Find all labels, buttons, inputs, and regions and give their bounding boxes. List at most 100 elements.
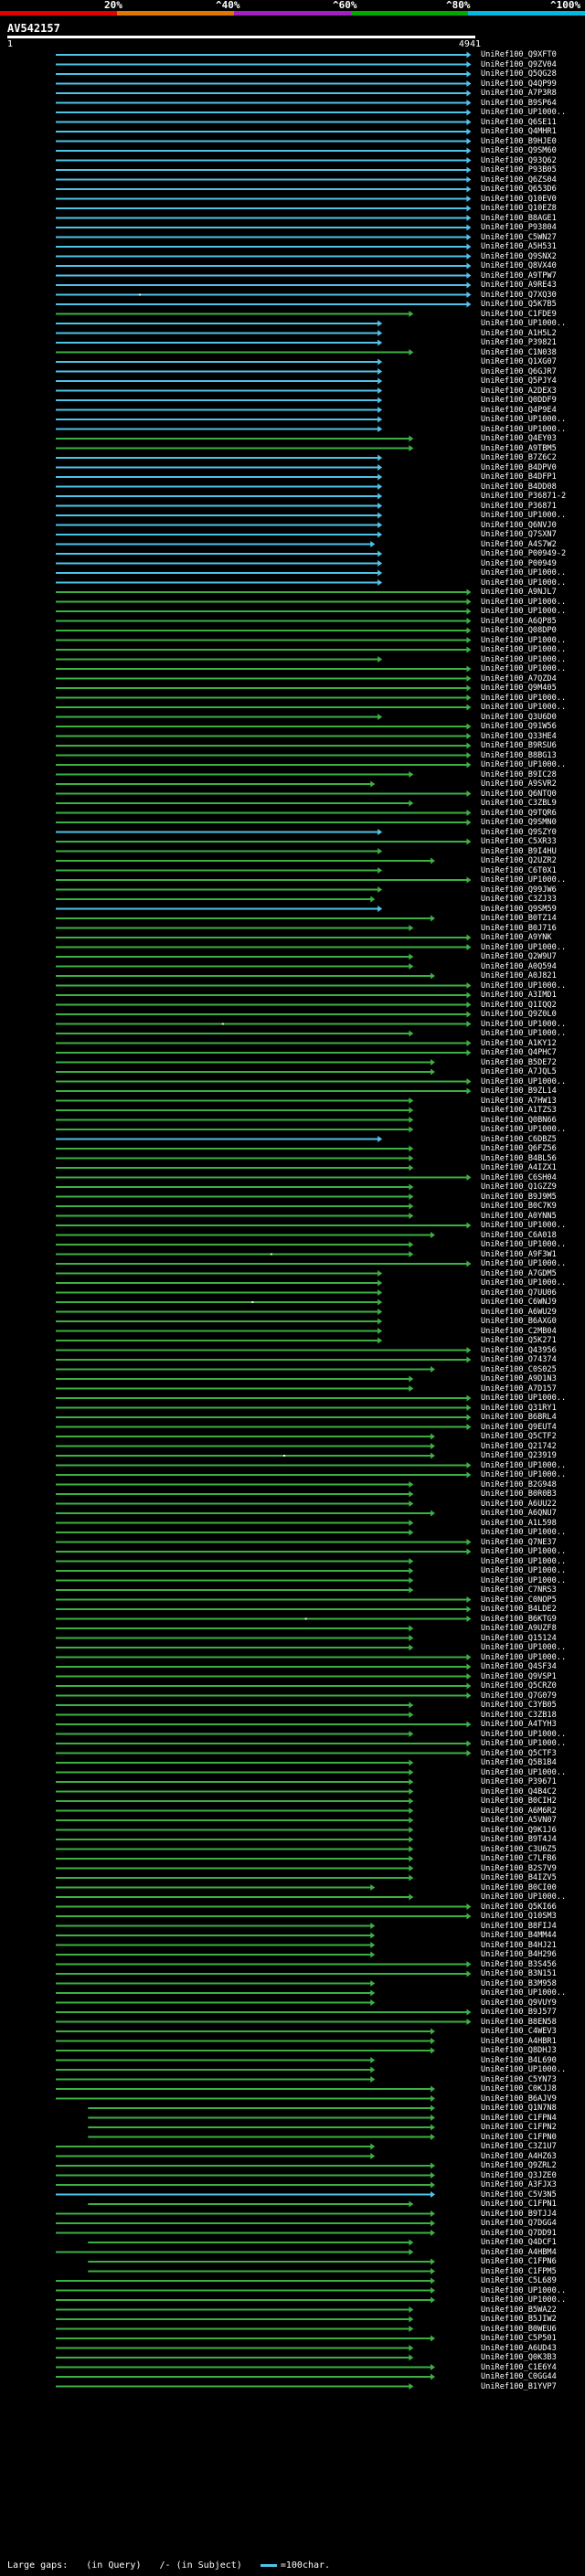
hit-label[interactable]: UniRef100_C0GG44 xyxy=(481,2372,557,2381)
hit-label[interactable]: UniRef100_Q99JW6 xyxy=(481,885,557,895)
hit-label[interactable]: UniRef100_UP1000.. xyxy=(481,1767,567,1777)
hit-label[interactable]: UniRef100_A1TZS3 xyxy=(481,1106,557,1115)
hit-label[interactable]: UniRef100_C1N038 xyxy=(481,347,557,357)
hit-label[interactable]: UniRef100_UP1000.. xyxy=(481,1547,567,1556)
hit-label[interactable]: UniRef100_Q1N7N8 xyxy=(481,2104,557,2113)
hit-label[interactable]: UniRef100_Q93Q62 xyxy=(481,155,557,165)
hit-label[interactable]: UniRef100_Q31RY1 xyxy=(481,1403,557,1413)
hit-label[interactable]: UniRef100_Q9M405 xyxy=(481,684,557,693)
hit-label[interactable]: UniRef100_O74374 xyxy=(481,1355,557,1364)
hit-label[interactable]: UniRef100_UP1000.. xyxy=(481,2295,567,2305)
hit-label[interactable]: UniRef100_UP1000.. xyxy=(481,2285,567,2295)
hit-label[interactable]: UniRef100_A6QP85 xyxy=(481,616,557,626)
hit-label[interactable]: UniRef100_A6WU29 xyxy=(481,1307,557,1317)
hit-label[interactable]: UniRef100_A4IZX1 xyxy=(481,1163,557,1172)
hit-label[interactable]: UniRef100_Q15124 xyxy=(481,1633,557,1643)
hit-label[interactable]: UniRef100_B8FIJ4 xyxy=(481,1921,557,1931)
hit-label[interactable]: UniRef100_Q9XFT0 xyxy=(481,50,557,59)
hit-label[interactable]: UniRef100_A6QNU7 xyxy=(481,1509,557,1518)
hit-label[interactable]: UniRef100_B6KTG9 xyxy=(481,1614,557,1624)
hit-label[interactable]: UniRef100_C1FPN4 xyxy=(481,2113,557,2123)
hit-label[interactable]: UniRef100_Q7UU06 xyxy=(481,1288,557,1298)
hit-label[interactable]: UniRef100_C6T0X1 xyxy=(481,865,557,875)
hit-label[interactable]: UniRef100_Q6ZS04 xyxy=(481,175,557,185)
hit-label[interactable]: UniRef100_A4S7W2 xyxy=(481,539,557,549)
hit-label[interactable]: UniRef100_A7QZD4 xyxy=(481,673,557,684)
hit-label[interactable]: UniRef100_A9NJL7 xyxy=(481,588,557,597)
hit-label[interactable]: UniRef100_Q7SXN7 xyxy=(481,530,557,539)
hit-label[interactable]: UniRef100_B4LDE2 xyxy=(481,1605,557,1614)
hit-label[interactable]: UniRef100_Q8VX40 xyxy=(481,261,557,270)
hit-label[interactable]: UniRef100_Q3JZE0 xyxy=(481,2170,557,2180)
hit-label[interactable]: UniRef100_C3ZBL9 xyxy=(481,799,557,808)
hit-label[interactable]: UniRef100_UP1000.. xyxy=(481,654,567,664)
hit-label[interactable]: UniRef100_P36871-2 xyxy=(481,492,567,501)
hit-label[interactable]: UniRef100_C5WN27 xyxy=(481,232,557,242)
hit-label[interactable]: UniRef100_C3Z1U7 xyxy=(481,2142,557,2151)
hit-label[interactable]: UniRef100_P93B05 xyxy=(481,165,557,175)
hit-label[interactable]: UniRef100_B4H296 xyxy=(481,1950,557,1959)
hit-label[interactable]: UniRef100_B6AJV9 xyxy=(481,2094,557,2104)
hit-label[interactable]: UniRef100_A9TPW7 xyxy=(481,270,557,281)
hit-label[interactable]: UniRef100_P00949-2 xyxy=(481,549,567,558)
hit-label[interactable]: UniRef100_Q9SMN0 xyxy=(481,818,557,827)
hit-label[interactable]: UniRef100_A6UD43 xyxy=(481,2343,557,2353)
hit-label[interactable]: UniRef100_UP1000.. xyxy=(481,1259,567,1268)
hit-label[interactable]: UniRef100_UP1000.. xyxy=(481,1029,567,1038)
hit-label[interactable]: UniRef100_B4DD08 xyxy=(481,482,557,492)
hit-label[interactable]: UniRef100_Q43956 xyxy=(481,1345,557,1355)
hit-label[interactable]: UniRef100_Q0BN66 xyxy=(481,1115,557,1125)
hit-label[interactable]: UniRef100_P39671 xyxy=(481,1777,557,1786)
hit-label[interactable]: UniRef100_B0CIH2 xyxy=(481,1797,557,1806)
hit-label[interactable]: UniRef100_Q9ZRL2 xyxy=(481,2161,557,2170)
hit-label[interactable]: UniRef100_C6SH04 xyxy=(481,1172,557,1182)
hit-label[interactable]: UniRef100_Q4PHC7 xyxy=(481,1048,557,1057)
hit-label[interactable]: UniRef100_B9T4J4 xyxy=(481,1835,557,1844)
hit-label[interactable]: UniRef100_UP1000.. xyxy=(481,1643,567,1652)
hit-label[interactable]: UniRef100_B9J577 xyxy=(481,2008,557,2017)
hit-label[interactable]: UniRef100_Q9SM60 xyxy=(481,146,557,155)
hit-label[interactable]: UniRef100_C5L689 xyxy=(481,2276,557,2285)
hit-label[interactable]: UniRef100_Q7G079 xyxy=(481,1691,557,1701)
hit-label[interactable]: UniRef100_Q0K3B3 xyxy=(481,2353,557,2362)
hit-label[interactable]: UniRef100_C1FDE9 xyxy=(481,309,557,319)
hit-label[interactable]: UniRef100_Q21742 xyxy=(481,1441,557,1451)
hit-label[interactable]: UniRef100_Q9SZY0 xyxy=(481,827,557,837)
hit-label[interactable]: UniRef100_Q9Z0L0 xyxy=(481,1010,557,1019)
hit-label[interactable]: UniRef100_B8BG13 xyxy=(481,750,557,760)
hit-label[interactable]: UniRef100_C5XR33 xyxy=(481,837,557,846)
hit-label[interactable]: UniRef100_Q7NE37 xyxy=(481,1537,557,1547)
hit-label[interactable]: UniRef100_UP1000.. xyxy=(481,597,567,607)
hit-label[interactable]: UniRef100_B0R0B3 xyxy=(481,1489,557,1499)
hit-label[interactable]: UniRef100_A3IMD1 xyxy=(481,991,557,1000)
hit-label[interactable]: UniRef100_Q2UZR2 xyxy=(481,856,557,865)
hit-label[interactable]: UniRef100_B0TZ14 xyxy=(481,914,557,923)
hit-label[interactable]: UniRef100_Q5K271 xyxy=(481,1336,557,1345)
hit-label[interactable]: UniRef100_Q9TQR6 xyxy=(481,808,557,818)
hit-label[interactable]: UniRef100_Q6NTQ0 xyxy=(481,789,557,799)
hit-label[interactable]: UniRef100_B4BL56 xyxy=(481,1153,557,1163)
hit-label[interactable]: UniRef100_B0CI00 xyxy=(481,1882,557,1892)
hit-label[interactable]: UniRef100_B2S7V9 xyxy=(481,1863,557,1873)
hit-label[interactable]: UniRef100_Q23919 xyxy=(481,1451,557,1460)
hit-label[interactable]: UniRef100_A7GDM5 xyxy=(481,1268,557,1278)
hit-label[interactable]: UniRef100_UP1000.. xyxy=(481,645,567,654)
hit-label[interactable]: UniRef100_Q4SF34 xyxy=(481,1662,557,1671)
hit-label[interactable]: UniRef100_A9F3W1 xyxy=(481,1249,557,1259)
hit-label[interactable]: UniRef100_B9SP64 xyxy=(481,98,557,108)
hit-label[interactable]: UniRef100_A9UZF8 xyxy=(481,1624,557,1633)
hit-label[interactable]: UniRef100_B2G948 xyxy=(481,1479,557,1489)
hit-label[interactable]: UniRef100_C3YB05 xyxy=(481,1701,557,1710)
hit-label[interactable]: UniRef100_B9RSU6 xyxy=(481,741,557,750)
hit-label[interactable]: UniRef100_A5H531 xyxy=(481,242,557,251)
hit-label[interactable]: UniRef100_Q653D6 xyxy=(481,185,557,194)
hit-label[interactable]: UniRef100_UP1000.. xyxy=(481,1221,567,1230)
hit-label[interactable]: UniRef100_B1YVP7 xyxy=(481,2381,557,2391)
hit-label[interactable]: UniRef100_Q4QP99 xyxy=(481,79,557,89)
hit-label[interactable]: UniRef100_A9YNK xyxy=(481,933,552,942)
hit-label[interactable]: UniRef100_C3ZJ33 xyxy=(481,895,557,904)
hit-label[interactable]: UniRef100_UP1000.. xyxy=(481,1575,567,1585)
hit-label[interactable]: UniRef100_Q5PJY4 xyxy=(481,376,557,386)
hit-label[interactable]: UniRef100_A4HZ63 xyxy=(481,2151,557,2161)
hit-label[interactable]: UniRef100_C2MB04 xyxy=(481,1326,557,1336)
